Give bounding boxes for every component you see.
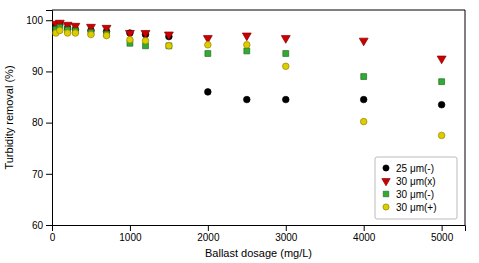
tick-label: 90: [32, 66, 44, 77]
series: [52, 20, 446, 64]
tick-label: 80: [32, 117, 44, 128]
point: [359, 38, 368, 46]
legend-marker: [382, 179, 390, 186]
points: [52, 20, 446, 138]
legend-label: 30 μm(x): [396, 176, 436, 187]
tick-mark: [130, 225, 131, 231]
point: [242, 33, 251, 41]
axis-line: [53, 226, 466, 232]
tick-label: 3000: [275, 232, 298, 243]
tick: 3000: [275, 225, 298, 243]
tick-label: 100: [26, 15, 43, 26]
tick-label: 60: [32, 220, 44, 231]
point: [282, 96, 289, 103]
tick-label: 70: [32, 169, 44, 180]
point: [166, 43, 173, 50]
y-axis: 60 70 80 90 100: [26, 11, 52, 231]
tick: 5000: [431, 225, 454, 243]
y-axis-title: Turbidity removal (%): [3, 65, 15, 169]
point: [283, 51, 289, 57]
point: [439, 79, 445, 85]
tick: 2000: [197, 225, 220, 243]
point: [360, 96, 367, 103]
legend-marker: [383, 191, 388, 196]
tick: 70: [32, 169, 52, 180]
axis-line: [46, 11, 53, 226]
tick-mark: [46, 123, 52, 124]
tick-mark: [442, 225, 443, 231]
point: [141, 30, 150, 38]
point: [72, 30, 79, 37]
legend: 25 μm(-) 30 μm(x) 30 μm(-) 30 μm(+): [375, 157, 457, 219]
legend-marker: [383, 165, 389, 171]
legend-label: 30 μm(+): [396, 202, 437, 213]
tick-mark: [46, 225, 52, 226]
chart: 0 1000 2000 3000 4000 5000 60 70 80 90 100 25 μm(-)…: [0, 0, 479, 263]
series: [53, 24, 445, 84]
tick-label: 1000: [119, 232, 142, 243]
plot: 0 1000 2000 3000 4000 5000 60 70 80 90 100 25 μm(-)…: [26, 10, 465, 243]
x-axis-title: Ballast dosage (mg/L): [205, 247, 312, 259]
frame: [52, 10, 465, 11]
legend-box: [375, 157, 457, 219]
point: [438, 101, 445, 108]
tick: 100: [26, 15, 52, 26]
legend-marker: [383, 204, 389, 210]
point: [64, 30, 71, 37]
tick-mark: [286, 225, 287, 231]
point: [127, 36, 134, 43]
tick: 4000: [353, 225, 376, 243]
tick-mark: [46, 71, 52, 72]
point: [205, 89, 212, 96]
point: [88, 31, 95, 38]
frame: [465, 10, 466, 225]
tick-label: 5000: [431, 232, 454, 243]
series: [53, 21, 445, 108]
legend-label: 30 μm(-): [396, 189, 434, 200]
series: [53, 27, 445, 139]
point: [281, 36, 290, 44]
tick: 60: [32, 220, 52, 231]
point: [164, 32, 173, 40]
tick: 1000: [119, 225, 142, 243]
point: [244, 48, 250, 54]
point: [360, 118, 367, 125]
tick: 90: [32, 66, 52, 77]
point: [438, 132, 445, 139]
point: [361, 74, 367, 80]
x-axis: 0 1000 2000 3000 4000 5000: [50, 225, 466, 243]
point: [244, 42, 251, 49]
point: [103, 32, 110, 39]
tick-mark: [46, 174, 52, 175]
point: [437, 56, 446, 64]
tick-mark: [46, 20, 52, 21]
tick-mark: [208, 225, 209, 231]
point: [166, 43, 172, 49]
point: [244, 96, 251, 103]
point: [282, 63, 289, 70]
point: [142, 37, 149, 44]
tick: 80: [32, 117, 52, 128]
point: [205, 51, 211, 57]
legend-label: 25 μm(-): [396, 163, 434, 174]
tick-label: 4000: [353, 232, 376, 243]
tick: 0: [50, 225, 56, 243]
tick-label: 2000: [197, 232, 220, 243]
tick-label: 0: [50, 232, 56, 243]
tick-mark: [364, 225, 365, 231]
point: [57, 27, 64, 34]
point: [205, 42, 212, 49]
